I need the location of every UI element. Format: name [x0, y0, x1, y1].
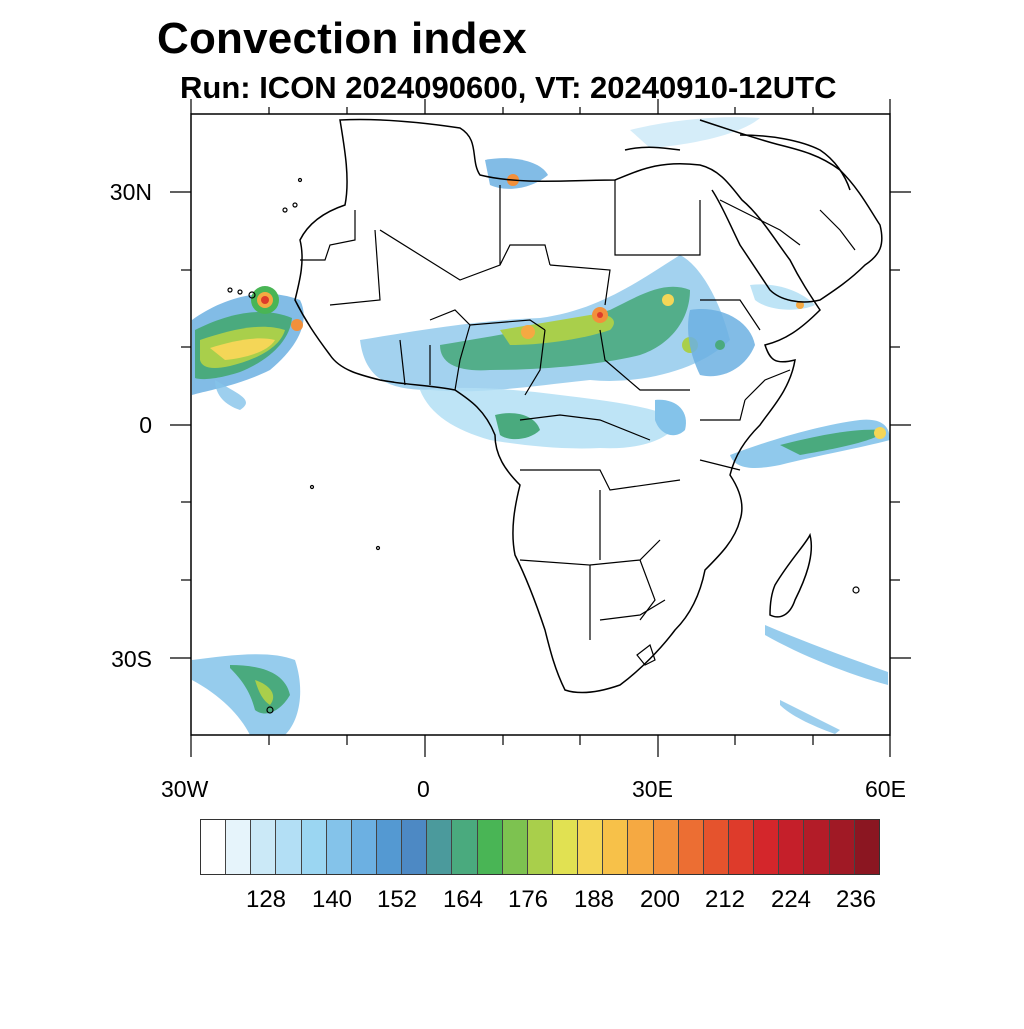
colorbar-label: 128: [245, 886, 287, 913]
colorbar-swatch: [653, 820, 679, 874]
colorbar-label: 164: [442, 886, 484, 913]
colorbar-swatch: [728, 820, 755, 874]
country-borders: [300, 180, 856, 666]
colorbar-swatch: [527, 820, 553, 874]
lon-label-60e: 60E: [865, 776, 906, 802]
colorbar-swatch: [477, 820, 503, 874]
convection-field: [192, 117, 890, 735]
colorbar-swatch: [678, 820, 704, 874]
colorbar-swatch: [251, 820, 277, 874]
colorbar-label: 212: [704, 886, 746, 913]
colorbar-swatch: [201, 820, 227, 874]
lon-label-30e: 30E: [632, 776, 673, 802]
colorbar-swatch: [326, 820, 352, 874]
run-subtitle: Run: ICON 2024090600, VT: 20240910-12UTC: [180, 70, 837, 105]
colorbar-label: 140: [311, 886, 353, 913]
colorbar-label: 224: [770, 886, 812, 913]
colorbar-swatch: [829, 820, 855, 874]
colorbar-swatch: [376, 820, 403, 874]
colorbar-swatch: [578, 820, 604, 874]
axis-ticks: [170, 99, 911, 757]
lat-label-30n: 30N: [109, 179, 152, 205]
colorbar-swatch: [502, 820, 528, 874]
page-title: Convection index: [157, 14, 527, 63]
colorbar-label: 152: [376, 886, 418, 913]
lat-label-30s: 30S: [111, 646, 152, 672]
colorbar-swatch: [552, 820, 579, 874]
colorbar-swatch: [703, 820, 729, 874]
lon-label-30w: 30W: [161, 776, 209, 802]
colorbar-label: 236: [835, 886, 877, 913]
islands: [227, 177, 860, 714]
colorbar-label: 200: [639, 886, 681, 913]
colorbar-swatch: [854, 820, 879, 874]
colorbar-swatch: [754, 820, 780, 874]
colorbar-swatch: [603, 820, 629, 874]
colorbar-label: 188: [573, 886, 615, 913]
colorbar-swatch: [628, 820, 654, 874]
colorbar-swatch: [804, 820, 830, 874]
colorbar-swatch: [276, 820, 302, 874]
colorbar-swatch: [402, 820, 428, 874]
colorbar-swatch: [301, 820, 327, 874]
colorbar-swatch: [351, 820, 377, 874]
colorbar: [200, 819, 880, 875]
lat-label-0: 0: [139, 412, 152, 438]
colorbar-swatch: [427, 820, 453, 874]
lon-label-0: 0: [417, 776, 430, 802]
colorbar-label: 176: [507, 886, 549, 913]
colorbar-swatch: [226, 820, 252, 874]
coastlines: [294, 118, 883, 694]
colorbar-swatch: [452, 820, 478, 874]
colorbar-swatch: [779, 820, 805, 874]
